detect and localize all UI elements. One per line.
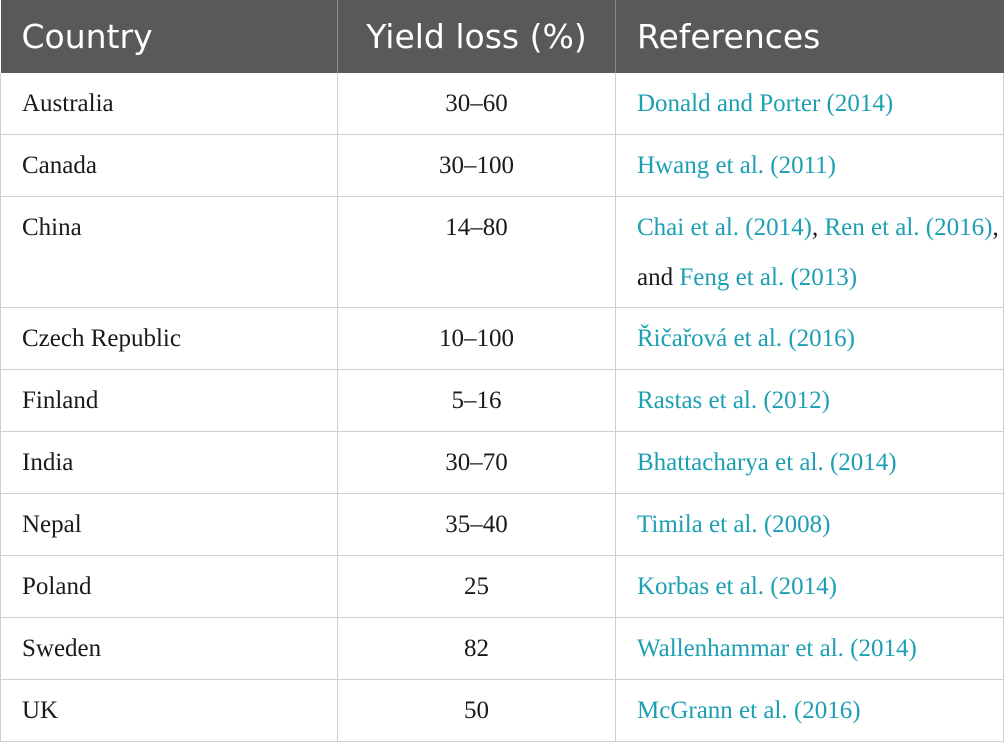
yield-loss-cell: 50 (337, 679, 616, 742)
reference-link[interactable]: Ren et al. (2016) (824, 214, 993, 241)
header-yield-loss: Yield loss (%) (337, 0, 616, 73)
references-cell: McGrann et al. (2016) (615, 679, 1004, 742)
table-header: Country Yield loss (%) References (0, 0, 1004, 73)
references-cell: Timila et al. (2008) (615, 493, 1004, 556)
references-cell: Řičařová et al. (2016) (615, 307, 1004, 370)
reference-link[interactable]: Timila et al. (2008) (637, 511, 831, 538)
table-row: Poland 25 Korbas et al. (2014) (0, 555, 1004, 618)
header-references: References (615, 0, 1004, 73)
references-cell: Rastas et al. (2012) (615, 369, 1004, 432)
country-cell: Czech Republic (0, 307, 338, 370)
references-cell: Donald and Porter (2014) (615, 73, 1004, 135)
reference-link[interactable]: Feng et al. (2013) (679, 264, 858, 291)
table-row: Australia 30–60 Donald and Porter (2014) (0, 73, 1004, 135)
yield-loss-cell: 30–70 (337, 431, 616, 494)
references-cell: Chai et al. (2014), Ren et al. (2016), a… (615, 196, 1004, 308)
country-cell: Australia (0, 73, 338, 135)
yield-loss-cell: 30–100 (337, 134, 616, 197)
header-row: Country Yield loss (%) References (0, 0, 1004, 73)
yield-loss-cell: 10–100 (337, 307, 616, 370)
country-cell: India (0, 431, 338, 494)
yield-loss-cell: 82 (337, 617, 616, 680)
table-row: Finland 5–16 Rastas et al. (2012) (0, 369, 1004, 432)
country-cell: Nepal (0, 493, 338, 556)
table-row: UK 50 McGrann et al. (2016) (0, 679, 1004, 742)
table-body: Australia 30–60 Donald and Porter (2014) Ca… (0, 73, 1004, 742)
reference-link[interactable]: Wallenhammar et al. (2014) (637, 635, 917, 662)
references-cell: Hwang et al. (2011) (615, 134, 1004, 197)
header-country: Country (0, 0, 338, 73)
yield-loss-cell: 35–40 (337, 493, 616, 556)
yield-loss-cell: 30–60 (337, 73, 616, 135)
table-row: Sweden 82 Wallenhammar et al. (2014) (0, 617, 1004, 680)
table-row: Czech Republic 10–100 Řičařová et al. (201… (0, 307, 1004, 370)
table-row: Nepal 35–40 Timila et al. (2008) (0, 493, 1004, 556)
country-cell: China (0, 196, 338, 308)
table-row: Canada 30–100 Hwang et al. (2011) (0, 134, 1004, 197)
reference-link[interactable]: Korbas et al. (2014) (637, 573, 837, 600)
country-cell: UK (0, 679, 338, 742)
reference-separator: , (811, 214, 825, 241)
reference-link[interactable]: Rastas et al. (2012) (637, 387, 831, 414)
country-cell: Poland (0, 555, 338, 618)
yield-loss-cell: 5–16 (337, 369, 616, 432)
reference-link[interactable]: Hwang et al. (2011) (637, 152, 837, 179)
country-cell: Sweden (0, 617, 338, 680)
reference-link[interactable]: Chai et al. (2014) (637, 214, 812, 241)
country-cell: Finland (0, 369, 338, 432)
references-cell: Bhattacharya et al. (2014) (615, 431, 1004, 494)
reference-link[interactable]: Donald and Porter (2014) (637, 90, 894, 117)
references-cell: Wallenhammar et al. (2014) (615, 617, 1004, 680)
country-cell: Canada (0, 134, 338, 197)
reference-link[interactable]: McGrann et al. (2016) (637, 697, 861, 724)
yield-loss-cell: 25 (337, 555, 616, 618)
table-row: China 14–80 Chai et al. (2014), Ren et al.… (0, 196, 1004, 308)
references-cell: Korbas et al. (2014) (615, 555, 1004, 618)
table-row: India 30–70 Bhattacharya et al. (2014) (0, 431, 1004, 494)
reference-separator: , and (637, 214, 999, 291)
reference-link[interactable]: Řičařová et al. (2016) (637, 325, 855, 352)
yield-loss-cell: 14–80 (337, 196, 616, 308)
reference-link[interactable]: Bhattacharya et al. (2014) (637, 449, 897, 476)
